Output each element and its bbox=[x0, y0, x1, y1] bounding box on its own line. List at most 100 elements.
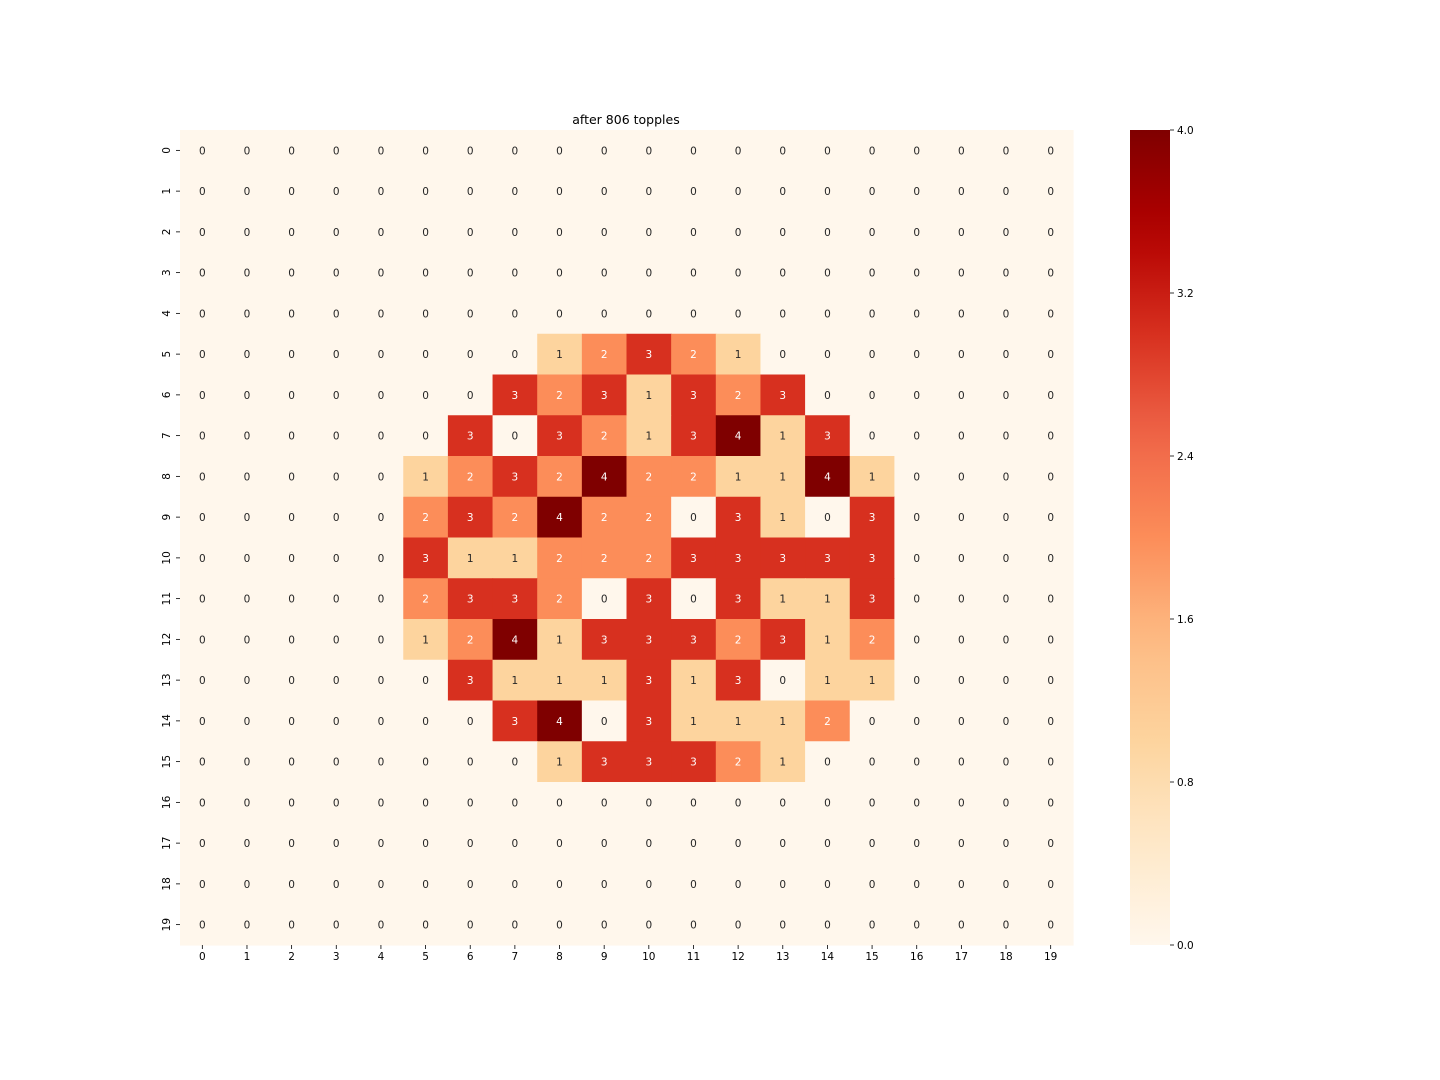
heatmap-cell bbox=[760, 741, 806, 783]
heatmap-cell bbox=[715, 700, 762, 742]
heatmap-cell bbox=[269, 659, 315, 702]
cell-value-label: 2 bbox=[601, 431, 608, 443]
heatmap-cell bbox=[805, 252, 851, 294]
cell-value-label: 0 bbox=[824, 879, 831, 891]
heatmap-cell bbox=[313, 252, 360, 294]
cell-value-label: 0 bbox=[288, 512, 295, 524]
cell-value-label: 0 bbox=[333, 145, 340, 157]
heatmap-cell bbox=[626, 333, 672, 376]
heatmap-cell bbox=[983, 537, 1029, 579]
heatmap-cell bbox=[492, 741, 538, 783]
x-tick-label: 16 bbox=[910, 951, 924, 963]
cell-value-label: 0 bbox=[1003, 797, 1010, 809]
cell-value-label: 0 bbox=[378, 675, 385, 687]
x-tick-label: 1 bbox=[244, 951, 251, 963]
cell-value-label: 0 bbox=[512, 879, 519, 891]
cell-value-label: 0 bbox=[1047, 308, 1054, 320]
heatmap-cell bbox=[983, 741, 1029, 783]
heatmap-cell bbox=[983, 578, 1029, 620]
y-tick-label: 2 bbox=[161, 229, 173, 236]
cell-value-label: 3 bbox=[645, 716, 652, 728]
heatmap-cell bbox=[626, 415, 672, 457]
cell-value-label: 0 bbox=[958, 186, 965, 198]
cell-value-label: 0 bbox=[199, 634, 206, 646]
heatmap-cell bbox=[805, 537, 851, 579]
cell-value-label: 0 bbox=[1047, 797, 1054, 809]
heatmap-cell bbox=[537, 130, 583, 172]
heatmap-cell bbox=[224, 741, 270, 783]
cell-value-label: 1 bbox=[779, 471, 786, 483]
x-tick-label: 7 bbox=[512, 951, 519, 963]
cell-value-label: 0 bbox=[512, 145, 519, 157]
cell-value-label: 0 bbox=[869, 757, 876, 769]
heatmap-cell bbox=[492, 211, 538, 253]
cell-value-label: 0 bbox=[199, 920, 206, 932]
cell-value-label: 0 bbox=[869, 797, 876, 809]
heatmap-cell bbox=[269, 415, 315, 457]
cell-value-label: 0 bbox=[645, 227, 652, 239]
cell-value-label: 0 bbox=[556, 268, 563, 280]
heatmap-cell bbox=[492, 537, 538, 579]
heatmap-cell bbox=[849, 293, 895, 335]
cell-value-label: 0 bbox=[199, 716, 206, 728]
heatmap-cell bbox=[849, 252, 895, 294]
heatmap-cell bbox=[180, 415, 226, 457]
cell-value-label: 0 bbox=[1003, 471, 1010, 483]
cell-value-label: 0 bbox=[244, 390, 251, 402]
cell-value-label: 0 bbox=[869, 349, 876, 361]
heatmap-cell bbox=[581, 496, 628, 539]
colorbar-tick-label: 3.2 bbox=[1177, 288, 1194, 300]
cell-value-label: 0 bbox=[199, 186, 206, 198]
heatmap-cell bbox=[760, 863, 806, 905]
heatmap-cell bbox=[671, 333, 717, 376]
heatmap-cell bbox=[983, 333, 1029, 376]
heatmap-cell bbox=[894, 578, 940, 620]
cell-value-label: 0 bbox=[512, 308, 519, 320]
heatmap-cell bbox=[492, 700, 538, 742]
cell-value-label: 0 bbox=[1003, 757, 1010, 769]
cell-value-label: 0 bbox=[958, 757, 965, 769]
heatmap-cell bbox=[805, 496, 851, 539]
cell-value-label: 0 bbox=[333, 227, 340, 239]
cell-value-label: 0 bbox=[913, 308, 920, 320]
cell-value-label: 0 bbox=[333, 268, 340, 280]
heatmap-cell bbox=[447, 456, 494, 498]
heatmap-cell bbox=[269, 782, 315, 824]
cell-value-label: 0 bbox=[913, 838, 920, 850]
heatmap-cell bbox=[849, 130, 895, 172]
cell-value-label: 2 bbox=[467, 634, 474, 646]
cell-value-label: 0 bbox=[378, 471, 385, 483]
cell-value-label: 1 bbox=[869, 675, 876, 687]
heatmap-cell bbox=[805, 293, 851, 335]
heatmap-cell bbox=[894, 741, 940, 783]
heatmap-cell bbox=[269, 904, 315, 946]
cell-value-label: 0 bbox=[958, 390, 965, 402]
heatmap-cell bbox=[224, 130, 270, 172]
cell-value-label: 0 bbox=[824, 227, 831, 239]
heatmap-cell bbox=[939, 170, 985, 213]
cell-value-label: 1 bbox=[422, 471, 429, 483]
cell-value-label: 0 bbox=[556, 920, 563, 932]
heatmap-cell bbox=[715, 456, 762, 498]
cell-value-label: 0 bbox=[378, 390, 385, 402]
cell-value-label: 2 bbox=[556, 390, 563, 402]
heatmap-cell bbox=[1028, 130, 1074, 172]
cell-value-label: 0 bbox=[869, 879, 876, 891]
heatmap-cell bbox=[581, 252, 628, 294]
heatmap-cell bbox=[492, 333, 538, 376]
heatmap-cell bbox=[537, 659, 583, 702]
cell-value-label: 0 bbox=[467, 390, 474, 402]
heatmap-cell bbox=[1028, 415, 1074, 457]
heatmap-cell bbox=[894, 170, 940, 213]
heatmap-cell bbox=[581, 904, 628, 946]
heatmap-cell bbox=[1028, 333, 1074, 376]
cell-value-label: 0 bbox=[512, 186, 519, 198]
y-tick-label: 15 bbox=[161, 755, 173, 768]
heatmap-cell bbox=[358, 578, 404, 620]
heatmap-cell bbox=[939, 130, 985, 172]
heatmap-cell bbox=[358, 293, 404, 335]
cell-value-label: 3 bbox=[645, 594, 652, 606]
heatmap-cell bbox=[581, 863, 628, 905]
heatmap-cell bbox=[939, 333, 985, 376]
